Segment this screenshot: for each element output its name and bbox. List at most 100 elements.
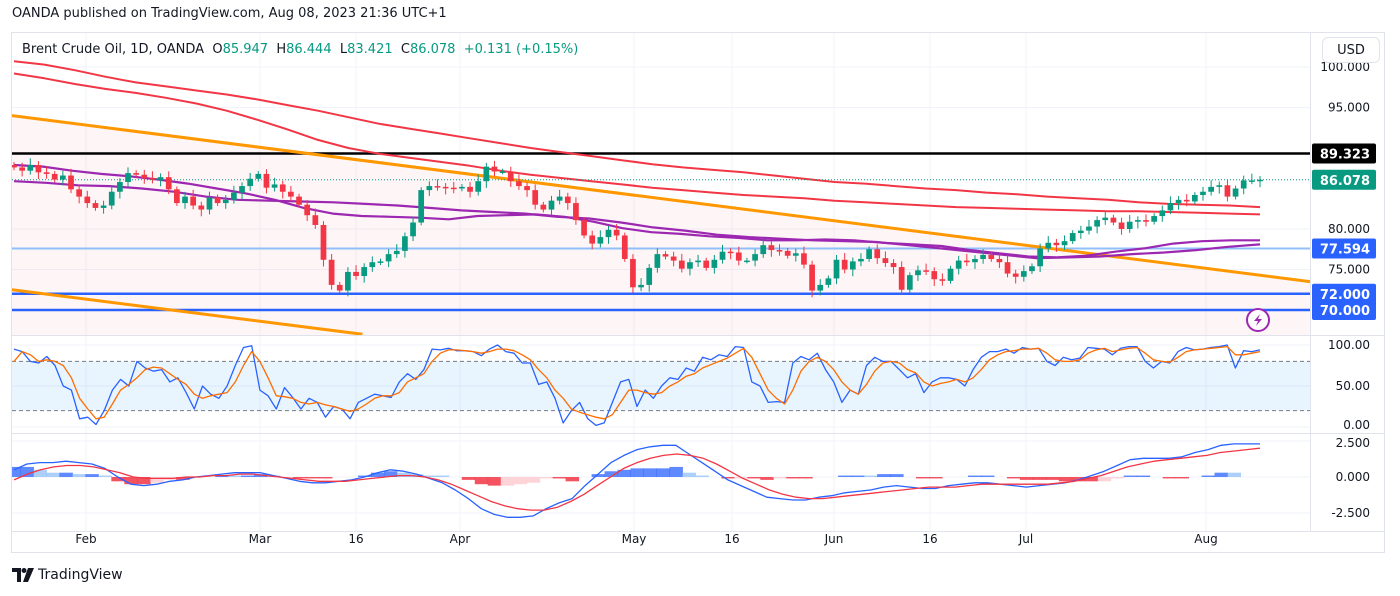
candle-body [345, 271, 351, 291]
candle-body [84, 196, 91, 204]
candle-body [972, 258, 978, 263]
price-tag-label: 89.323 [1320, 147, 1370, 162]
candle-body [377, 261, 384, 263]
candle-body [646, 267, 653, 285]
candle-body [1110, 217, 1117, 223]
candle-body [51, 173, 58, 180]
macd-pane [12, 443, 1261, 518]
candle-body [817, 284, 824, 291]
candle-body [719, 251, 726, 260]
tradingview-logo[interactable]: TradingView [12, 567, 123, 583]
candle-body [744, 260, 750, 263]
candle-body [312, 215, 319, 225]
price-tag [1312, 169, 1376, 190]
candle-body [605, 229, 612, 238]
candle-body [516, 181, 522, 187]
macd-histogram-bar [747, 477, 761, 479]
candle-body [239, 186, 245, 193]
candle-body [874, 249, 881, 259]
candle-body [1208, 186, 1214, 192]
high-value: 86.444 [286, 42, 332, 57]
candle-body [19, 167, 25, 171]
macd-histogram-bar [513, 477, 528, 485]
candle-body [27, 165, 34, 171]
macd-histogram-bar [630, 468, 644, 477]
candle-body [296, 196, 302, 205]
macd-histogram-bar [682, 472, 696, 477]
symbol-legend: Brent Crude Oil, 1D, OANDA O85.947 H86.4… [22, 42, 578, 57]
price-tag-label: 72.000 [1320, 288, 1370, 303]
candle-body [1232, 188, 1239, 197]
candle-body [255, 173, 262, 179]
candle-body [43, 172, 50, 174]
candle-body [687, 262, 693, 269]
macd-histogram-bar [1084, 477, 1099, 482]
candle-body [385, 254, 392, 262]
candle-body [955, 260, 962, 269]
stochastic-d-line [13, 345, 1261, 420]
candle-body [760, 245, 767, 255]
candle-body [1183, 199, 1190, 202]
candle-body [92, 203, 99, 208]
low-value: 83.421 [347, 42, 393, 57]
macd-tick-label: 0.000 [1336, 470, 1370, 484]
candle-body [1191, 194, 1198, 202]
macd-histogram-bar [150, 477, 164, 483]
trendline-lower [12, 288, 363, 335]
candle-body [190, 196, 197, 206]
macd-histogram-bar [98, 475, 112, 477]
macd-histogram-bar [1097, 477, 1112, 482]
channel-shading [12, 115, 1310, 335]
macd-line [13, 443, 1260, 518]
macd-histogram-bar [124, 477, 138, 485]
macd-histogram-bar [1227, 472, 1242, 477]
candle-body [1257, 179, 1263, 182]
open-label: O [212, 42, 223, 57]
macd-histogram-bar [864, 475, 878, 477]
publish-info: OANDA published on TradingView.com, Aug … [12, 6, 447, 21]
macd-histogram-bar [1110, 477, 1125, 479]
macd-histogram-bar [929, 477, 943, 479]
macd-histogram-bar [215, 475, 229, 477]
candle-body [288, 191, 294, 197]
candle-body [222, 199, 229, 204]
price-tag-label: 70.000 [1320, 304, 1370, 319]
stochastic-tick-label: 0.00 [1343, 418, 1370, 432]
candle-body [898, 267, 905, 290]
ma-red-lower [13, 72, 1261, 216]
macd-histogram-bar [721, 477, 735, 479]
time-tick-label: Feb [75, 532, 96, 546]
candle-body [35, 165, 42, 173]
lightning-icon[interactable] [1246, 308, 1270, 332]
time-tick-label: Apr [450, 532, 471, 546]
candle-body [100, 205, 107, 208]
candle-body [988, 254, 995, 259]
macd-histogram-bar [1019, 477, 1034, 480]
candle-body [1126, 221, 1133, 229]
macd-histogram-bar [799, 477, 813, 479]
macd-histogram-bar [306, 477, 320, 479]
macd-histogram-bar [33, 469, 47, 477]
currency-button[interactable]: USD [1322, 37, 1380, 63]
macd-histogram-bar [435, 475, 450, 477]
candle-body [906, 275, 913, 290]
macd-histogram-bar [396, 472, 411, 477]
candle-body [597, 237, 604, 244]
candle-body [581, 220, 587, 236]
candle-body [1045, 242, 1052, 249]
macd-histogram-bar [422, 475, 437, 477]
candle-body [1216, 185, 1223, 187]
macd-histogram-bar [383, 471, 398, 477]
chart-frame [11, 32, 1385, 553]
candle-body [1069, 233, 1076, 242]
candle-body [450, 187, 457, 190]
price-tag [1312, 143, 1376, 164]
candle-body [149, 177, 156, 180]
candle-body [1118, 222, 1125, 229]
candle-body [68, 175, 74, 190]
candle-body [776, 250, 783, 252]
macd-histogram-bar [293, 477, 307, 479]
time-tick-label: Aug [1194, 532, 1217, 546]
candle-body [1004, 262, 1011, 274]
